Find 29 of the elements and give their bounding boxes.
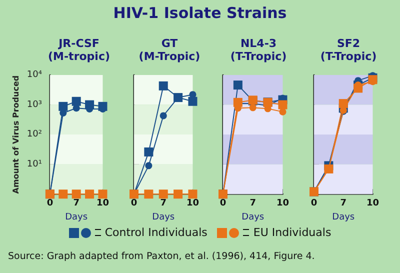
y-tick-label: 10¹ [26,159,42,170]
y-tick-label: 10⁴ [26,70,42,80]
y-axis-title: Amount of Virus Produced [11,75,20,194]
chart-title: GT (M-Tropic) [138,37,200,63]
y-tick-label: 10² [26,130,42,140]
text: HIV-1 Isolate Strains [112,4,288,22]
x-axis-title: Days [242,212,264,222]
x-tick-label: 0 [220,198,226,209]
text: EU Individuals [253,226,332,239]
text: Control Individuals [104,226,208,239]
x-tick-label: 10 [366,198,380,209]
x-tick-label: 10 [186,198,200,209]
x-tick-label: 7 [160,198,166,209]
x-tick-label: 0 [46,198,54,209]
x-tick-label: 0 [310,198,318,209]
x-tick-label: 10 [96,198,110,209]
y-tick-label: 10³ [26,100,42,110]
x-tick-label: 7 [250,198,256,209]
x-tick-label: 10 [276,198,290,209]
chart-title: JR-CSF (M-tropic) [48,37,110,63]
x-axis-title: Days [65,212,88,222]
x-axis-title: Days [152,212,175,222]
x-tick-label: 7 [340,198,346,209]
chart-title: SF2 (T-Tropic) [320,37,377,63]
x-axis-title: Days [332,212,355,222]
x-tick-label: 7 [73,198,80,209]
source-note: Source: Graph adapted from Paxton, et al. (1996), 414, Figure 4. [8,251,315,262]
chart-title: NL4-3 (T-Tropic) [230,37,287,63]
x-tick-label: 0 [130,198,138,209]
